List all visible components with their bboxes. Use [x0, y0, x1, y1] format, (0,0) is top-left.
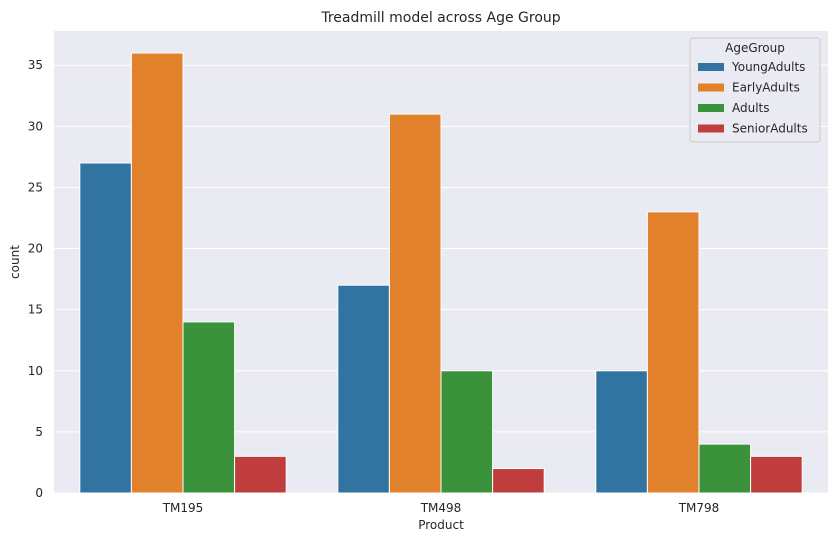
legend-label-youngadults: YoungAdults: [731, 60, 805, 74]
bar-youngadults-tm798: [595, 370, 648, 494]
x-tick-label: TM798: [678, 501, 720, 515]
chart-title: Treadmill model across Age Group: [320, 10, 560, 26]
legend-title: AgeGroup: [725, 41, 785, 55]
bar-adults-tm195: [182, 321, 236, 494]
y-tick-label: 25: [28, 180, 43, 194]
legend-label-earlyadults: EarlyAdults: [732, 81, 800, 95]
legend-swatch-earlyadults: [698, 83, 724, 92]
y-tick-label: 20: [28, 242, 43, 256]
bar-senioradults-tm798: [750, 455, 803, 494]
x-axis-label: Product: [418, 518, 464, 532]
legend-swatch-senioradults: [698, 124, 724, 133]
x-tick-label: TM195: [162, 501, 204, 515]
legend-swatch-adults: [698, 104, 724, 112]
bar-senioradults-tm498: [492, 468, 545, 494]
legend-label-adults: Adults: [732, 101, 770, 115]
y-tick-label: 15: [28, 303, 43, 317]
legend-swatch-youngadults: [698, 63, 724, 71]
y-axis-ticks: 0 5 10 15 20 25 30 35: [28, 58, 43, 500]
legend-items: YoungAdults EarlyAdults Adults SeniorAdults: [698, 60, 808, 136]
x-axis-ticks: TM195 TM498 TM798: [162, 501, 720, 515]
legend-label-senioradults: SeniorAdults: [732, 122, 808, 136]
x-tick-label: TM498: [420, 501, 462, 515]
legend: AgeGroup YoungAdults EarlyAdults Adults Sen…: [689, 37, 821, 143]
y-axis-label: count: [8, 245, 22, 279]
bar-youngadults-tm498: [337, 284, 390, 494]
y-tick-label: 5: [35, 425, 43, 439]
bar-earlyadults-tm195: [130, 52, 184, 494]
y-tick-label: 35: [28, 58, 43, 72]
bar-earlyadults-tm798: [646, 211, 700, 494]
bar-youngadults-tm195: [79, 162, 132, 494]
y-tick-label: 30: [28, 119, 43, 133]
bar-adults-tm498: [440, 370, 494, 494]
bar-earlyadults-tm498: [388, 113, 442, 494]
y-tick-label: 10: [28, 364, 43, 378]
bar-senioradults-tm195: [234, 455, 287, 494]
bar-adults-tm798: [698, 443, 752, 494]
y-tick-label: 0: [35, 486, 43, 500]
bars: [79, 52, 803, 494]
